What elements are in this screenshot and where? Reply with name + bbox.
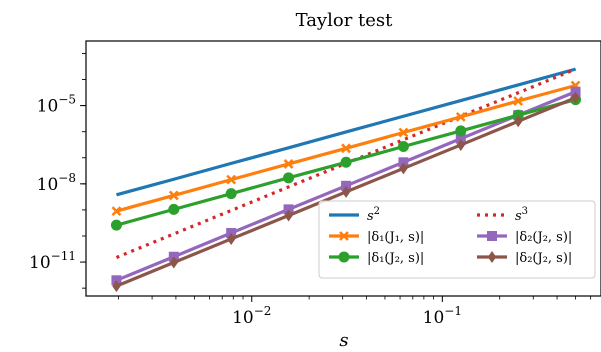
- data-point-stroke: [111, 206, 122, 217]
- legend-label: |δ₂(J₂, s)|: [515, 251, 572, 266]
- data-point: [283, 204, 294, 215]
- data-point-stroke: [513, 96, 524, 106]
- data-point-stroke: [341, 143, 351, 154]
- axis-ticks: 10−2 10−1 10−5 10−8 10−11: [29, 52, 592, 328]
- data-point: [283, 159, 294, 169]
- plot-frame: [85, 40, 601, 297]
- data-point: [168, 190, 179, 201]
- data-point: [398, 127, 409, 138]
- legend-box: [318, 200, 596, 279]
- legend-item: s2: [329, 206, 380, 224]
- chart-title: Taylor test: [296, 10, 394, 31]
- series: [112, 91, 580, 293]
- data-point: [168, 203, 180, 215]
- data-point: [513, 115, 523, 128]
- data-point: [571, 91, 580, 104]
- legend-label: |δ₁(J₂, s)|: [367, 251, 424, 266]
- data-point-stroke: [226, 174, 237, 185]
- data-point: [398, 157, 409, 168]
- data-point: [226, 174, 237, 185]
- data-point: [225, 188, 237, 200]
- data-point: [487, 251, 497, 263]
- data-point: [111, 206, 122, 217]
- data-point: [455, 133, 466, 144]
- data-point: [512, 109, 524, 121]
- data-point: [456, 138, 466, 151]
- data-point: [226, 232, 236, 245]
- legend-item: s3: [477, 206, 528, 224]
- data-point: [340, 156, 352, 168]
- data-point: [283, 172, 295, 184]
- data-point-stroke: [455, 111, 466, 122]
- legend-label: |δ₁(J₁, s)|: [367, 230, 424, 245]
- plot-area: [110, 67, 582, 293]
- data-point-stroke: [398, 127, 409, 138]
- legend: s2 s3 |δ₁(J₁, s)| |δ₂(J₂, s)| |δ₁(J₂, s)| |δ₂…: [318, 200, 596, 279]
- legend-item: |δ₂(J₂, s)|: [477, 251, 572, 266]
- legend-label: s2: [367, 206, 380, 224]
- data-point: [570, 86, 581, 97]
- data-point: [341, 143, 351, 154]
- y-tick-label: 10−11: [29, 249, 76, 273]
- data-point-stroke: [283, 159, 294, 169]
- y-tick-label: 10−8: [37, 171, 76, 195]
- data-point: [284, 209, 293, 222]
- legend-item: |δ₁(J₂, s)|: [329, 251, 424, 266]
- legend-item: |δ₂(J₂, s)|: [477, 230, 572, 245]
- data-point: [341, 185, 351, 198]
- data-point: [169, 256, 179, 269]
- legend-label: s3: [515, 206, 528, 224]
- data-point: [513, 96, 524, 106]
- legend-item: |δ₁(J₁, s)|: [329, 230, 424, 245]
- x-tick-label: 10−1: [423, 304, 462, 328]
- series-line: [116, 67, 576, 197]
- data-point-stroke: [339, 231, 349, 241]
- x-tick-label: 10−2: [232, 304, 271, 328]
- data-point: [487, 231, 497, 241]
- series: [116, 67, 576, 197]
- data-point: [399, 162, 408, 175]
- data-point: [339, 231, 349, 241]
- data-point: [110, 219, 122, 231]
- data-point: [455, 125, 467, 137]
- data-point: [341, 180, 352, 191]
- data-point: [338, 251, 350, 263]
- series: [110, 94, 582, 231]
- data-point: [455, 111, 466, 122]
- data-point: [397, 141, 409, 153]
- y-tick-label: 10−5: [37, 93, 76, 117]
- legend-label: |δ₂(J₂, s)|: [515, 230, 572, 245]
- series: [111, 80, 581, 217]
- data-point-stroke: [168, 190, 179, 201]
- x-axis-label: s: [339, 330, 348, 351]
- data-point: [112, 280, 121, 293]
